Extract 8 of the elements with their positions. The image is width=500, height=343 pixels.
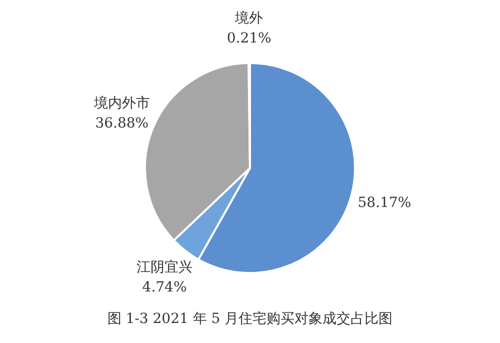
data-label: 58.17%: [358, 194, 412, 211]
slice-label: 境外: [234, 10, 264, 27]
slice-label: 境内外市: [92, 96, 150, 112]
slice-label: 江阴宜兴: [136, 259, 193, 276]
data-label: 36.88%: [95, 116, 149, 132]
data-label: 0.21%: [226, 30, 272, 47]
data-label: 4.74%: [142, 279, 187, 296]
caption: 图 1-3 2021 年 5 月住宅购买对象成交占比图: [106, 310, 394, 328]
